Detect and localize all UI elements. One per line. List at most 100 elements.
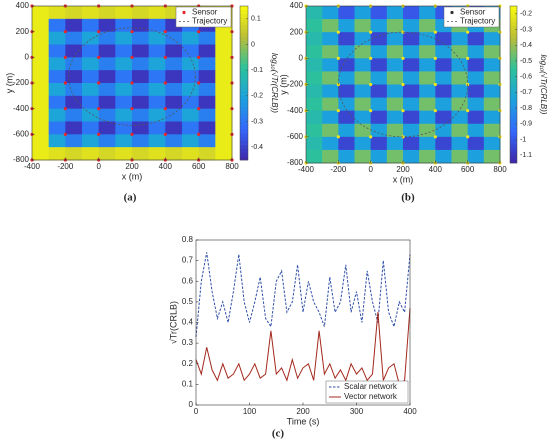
heat-cell bbox=[132, 134, 150, 148]
heat-cell bbox=[322, 123, 339, 138]
legend-label: Vector network bbox=[344, 392, 398, 401]
heat-cell bbox=[215, 134, 233, 148]
heat-cell bbox=[148, 57, 166, 71]
y-axis-label: √Tr(CRLB) bbox=[168, 301, 178, 344]
colorbar-step bbox=[240, 136, 248, 142]
heat-cell bbox=[338, 136, 355, 151]
colorbar-step bbox=[510, 111, 517, 117]
sensor bbox=[369, 135, 373, 139]
heat-cell bbox=[132, 108, 150, 122]
heat-cell bbox=[115, 95, 133, 110]
sensor bbox=[336, 135, 340, 139]
heat-cell bbox=[467, 71, 485, 85]
x-tick-label: -400 bbox=[298, 165, 315, 174]
colorbar-step bbox=[510, 76, 517, 81]
legend-label: Trajectory bbox=[192, 17, 227, 26]
heat-cell bbox=[98, 57, 116, 71]
heat-cell bbox=[148, 134, 166, 148]
heat-cell bbox=[354, 6, 372, 20]
heat-cell bbox=[419, 110, 436, 125]
heat-cell bbox=[215, 83, 233, 97]
heat-cell bbox=[483, 110, 501, 125]
colorbar-step bbox=[240, 36, 248, 41]
heat-cell bbox=[306, 71, 323, 85]
heat-cell bbox=[148, 95, 166, 110]
colorbar-step bbox=[240, 140, 248, 145]
sensor bbox=[163, 55, 167, 59]
heat-cell bbox=[467, 110, 485, 125]
colorbar-step bbox=[240, 75, 248, 80]
heat-cell bbox=[115, 121, 133, 135]
colorbar-step bbox=[240, 25, 248, 30]
heat-cell bbox=[198, 44, 216, 58]
sensor bbox=[466, 56, 470, 60]
sensor bbox=[336, 82, 340, 87]
colorbar-step bbox=[240, 13, 248, 18]
sensor bbox=[197, 107, 201, 111]
colorbar-step bbox=[510, 159, 517, 164]
colorbar-step bbox=[510, 68, 517, 74]
heat-cell bbox=[198, 57, 216, 71]
y-tick-label: 400 bbox=[290, 1, 304, 10]
sensor bbox=[97, 81, 101, 85]
heat-cell bbox=[32, 31, 50, 45]
y-tick-label: -600 bbox=[287, 132, 304, 141]
y-axis-label: y (m) bbox=[4, 73, 14, 94]
heat-cell bbox=[386, 32, 404, 46]
sensor bbox=[466, 109, 470, 113]
heat-cell bbox=[182, 70, 200, 84]
heat-cell bbox=[65, 121, 83, 135]
heat-cell bbox=[98, 83, 116, 97]
heat-cell bbox=[338, 123, 355, 138]
heat-cell bbox=[403, 6, 420, 20]
heat-cell bbox=[322, 110, 339, 125]
heat-cell bbox=[354, 136, 372, 151]
heat-cell bbox=[65, 6, 83, 20]
heat-cell bbox=[98, 44, 116, 58]
heat-cell bbox=[32, 147, 50, 161]
colorbar-step bbox=[240, 52, 248, 57]
heat-cell bbox=[386, 97, 404, 112]
heat-cell bbox=[32, 6, 50, 20]
colorbar-step bbox=[240, 40, 248, 45]
heat-cell bbox=[306, 19, 323, 33]
colorbar-step bbox=[510, 96, 517, 101]
heat-cell bbox=[370, 110, 388, 125]
heat-cell bbox=[115, 31, 133, 45]
heat-cell bbox=[451, 136, 469, 151]
colorbar-step bbox=[240, 90, 248, 95]
heat-cell bbox=[215, 108, 233, 122]
sensor bbox=[401, 109, 405, 113]
heat-cell bbox=[386, 19, 404, 33]
heat-cell bbox=[198, 134, 216, 148]
heat-cell bbox=[48, 83, 66, 97]
heat-cell bbox=[132, 18, 150, 33]
colorbar-step bbox=[240, 86, 248, 91]
heat-cell bbox=[98, 121, 116, 135]
legend-label: Sensor bbox=[460, 8, 486, 17]
heat-cell bbox=[165, 95, 183, 110]
heat-cell bbox=[65, 134, 83, 148]
heat-cell bbox=[419, 32, 436, 46]
heat-cell bbox=[65, 57, 83, 71]
x-tick-label: 400 bbox=[159, 162, 173, 171]
colorbar-step bbox=[510, 119, 517, 125]
heat-cell bbox=[132, 83, 150, 97]
colorbar-step bbox=[510, 155, 517, 160]
heat-cell bbox=[386, 136, 404, 151]
heat-cell bbox=[322, 45, 339, 59]
heat-cell bbox=[354, 19, 372, 33]
colorbar-step bbox=[510, 84, 517, 89]
heat-cell bbox=[148, 121, 166, 135]
heat-cell bbox=[467, 136, 485, 151]
heat-cell bbox=[451, 84, 469, 98]
y-tick-label: 400 bbox=[16, 1, 30, 10]
trajectory bbox=[337, 31, 469, 138]
y-tick-label: -800 bbox=[13, 155, 30, 164]
colorbar-step bbox=[240, 17, 248, 22]
heat-cell bbox=[82, 57, 100, 71]
panel-label: (c) bbox=[272, 428, 285, 440]
heat-cell bbox=[435, 32, 452, 46]
heat-cell bbox=[48, 31, 66, 45]
